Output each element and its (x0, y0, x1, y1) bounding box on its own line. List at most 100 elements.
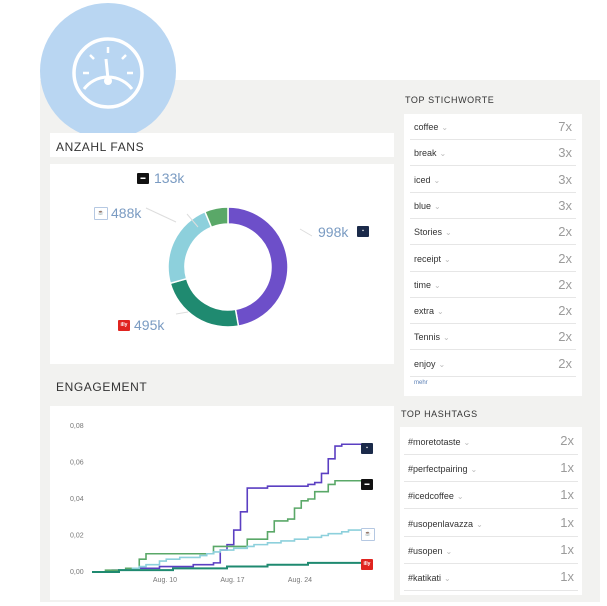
keyword-count: 2x (558, 224, 572, 240)
chevron-down-icon[interactable]: ⌄ (445, 546, 453, 556)
hashtag-count: 2x (560, 433, 574, 448)
hashtag-count: 1x (560, 541, 574, 557)
hashtag-text: #icedcoffee (408, 491, 454, 502)
hashtag-row[interactable]: #katikati ⌄ 1x (404, 565, 578, 591)
gauge-badge (40, 3, 176, 139)
fans-card: 998k ▪ 495k illy 488k ☕ 133k ▬ (50, 164, 394, 364)
hashtag-text: #usopen (408, 545, 443, 556)
x-tick-label: Aug. 17 (220, 577, 244, 584)
y-tick-label: 0,00 (70, 569, 84, 576)
keyword-count: 2x (558, 250, 572, 266)
chevron-down-icon[interactable]: ⌄ (433, 175, 441, 185)
hashtag-text: #moretotaste (408, 437, 461, 447)
donut-slice-dallmayr[interactable] (167, 210, 213, 285)
chevron-down-icon[interactable]: ⌄ (444, 254, 451, 264)
hashtag-count: 1x (560, 514, 574, 530)
y-tick-label: 0,04 (70, 496, 84, 503)
keyword-row[interactable]: enjoy ⌄ 2x (410, 353, 576, 377)
dallmayr-line-icon: ☕ (361, 528, 375, 541)
nespresso-logo-icon: ▬ (137, 173, 149, 184)
keyword-count: 3x (558, 145, 572, 161)
chevron-down-icon[interactable]: ⌄ (463, 438, 471, 447)
keywords-card: coffee ⌄ 7x break ⌄ 3x iced ⌄ 3x blue ⌄ 3x Stories ⌄ 2… (404, 114, 582, 396)
tchibo-fans-value: 998k (318, 224, 349, 240)
illy-fans-value: 495k (134, 317, 165, 333)
keyword-label: extra ⌄ (414, 306, 444, 316)
keyword-text: iced (414, 174, 431, 185)
keyword-label: enjoy ⌄ (414, 359, 445, 369)
chevron-down-icon[interactable]: ⌄ (476, 519, 483, 529)
chevron-down-icon[interactable]: ⌄ (438, 359, 446, 369)
hashtag-label: #perfectpairing ⌄ (408, 464, 477, 474)
engagement-line-chart: 0,00 0,02 0,04 0,06 0,08 Aug. 10 Aug. 17 Aug. 2… (70, 423, 362, 584)
chevron-down-icon[interactable]: ⌄ (470, 465, 478, 475)
donut-slice-nespresso[interactable] (203, 206, 229, 229)
keyword-text: time (414, 279, 432, 290)
keyword-row[interactable]: receipt ⌄ 2x (410, 248, 576, 272)
hashtag-row[interactable]: #moretotaste ⌄ 2x (404, 429, 578, 455)
chevron-down-icon[interactable]: ⌄ (444, 574, 451, 583)
hashtag-row[interactable]: #usopenlavazza ⌄ 1x (404, 511, 578, 537)
keyword-label: Stories ⌄ (414, 227, 452, 237)
hashtag-count: 1x (560, 569, 574, 584)
keyword-row[interactable]: Stories ⌄ 2x (410, 221, 576, 246)
y-tick-label: 0,08 (70, 423, 84, 430)
illy-line-icon: illy (361, 559, 373, 570)
chevron-down-icon[interactable]: ⌄ (443, 333, 450, 343)
fans-title: ANZAHL FANS (56, 140, 145, 154)
dallmayr-fans-value: 488k (111, 205, 142, 221)
chevron-down-icon[interactable]: ⌄ (437, 307, 444, 317)
nespresso-fans-value: 133k (154, 170, 185, 186)
keyword-row[interactable]: coffee ⌄ 7x (410, 116, 576, 140)
x-tick-label: Aug. 24 (288, 577, 312, 584)
keyword-row[interactable]: break ⌄ 3x (410, 142, 576, 167)
illy-logo-icon: illy (118, 320, 130, 331)
keywords-title: TOP STICHWORTE (405, 95, 495, 105)
keyword-row[interactable]: Tennis ⌄ 2x (410, 326, 576, 351)
y-tick-label: 0,06 (70, 460, 84, 467)
tchibo-line-icon: ▪ (361, 443, 373, 454)
keyword-row[interactable]: extra ⌄ 2x (410, 300, 576, 325)
y-tick-label: 0,02 (70, 533, 84, 540)
engagement-title: ENGAGEMENT (56, 380, 148, 394)
donut-slice-tchibo[interactable] (227, 206, 289, 327)
more-link[interactable]: mehr (414, 380, 428, 386)
hashtags-title: TOP HASHTAGS (401, 409, 478, 419)
keyword-count: 2x (558, 276, 572, 292)
hashtag-label: #moretotaste ⌄ (408, 437, 470, 447)
keyword-count: 3x (558, 197, 572, 213)
chevron-down-icon[interactable]: ⌄ (441, 123, 449, 132)
hashtags-card: #moretotaste ⌄ 2x #perfectpairing ⌄ 1x #icedco… (400, 427, 582, 595)
series-line-3 (92, 561, 362, 573)
fans-donut-chart (145, 206, 313, 328)
chevron-down-icon[interactable]: ⌄ (445, 228, 452, 238)
hashtag-row[interactable]: #icedcoffee ⌄ 1x (404, 483, 578, 510)
series-line-2 (92, 529, 362, 573)
hashtag-row[interactable]: #usopen ⌄ 1x (404, 538, 578, 564)
nespresso-line-icon: ▬ (361, 479, 373, 490)
donut-slice-illy[interactable] (169, 277, 240, 328)
keyword-text: enjoy (414, 358, 436, 369)
chevron-down-icon[interactable]: ⌄ (434, 201, 441, 211)
keyword-row[interactable]: iced ⌄ 3x (410, 169, 576, 193)
keyword-label: iced ⌄ (414, 175, 440, 185)
keyword-count: 2x (558, 329, 572, 345)
keyword-text: coffee (414, 122, 439, 132)
fans-title-bar (50, 133, 394, 157)
chevron-down-icon[interactable]: ⌄ (456, 492, 464, 502)
keyword-row[interactable]: time ⌄ 2x (410, 274, 576, 298)
keyword-text: extra (414, 306, 435, 317)
hashtag-row[interactable]: #perfectpairing ⌄ 1x (404, 456, 578, 483)
keyword-label: break ⌄ (414, 148, 446, 158)
series-line-1 (92, 479, 362, 573)
speedometer-icon (72, 37, 144, 109)
chevron-down-icon[interactable]: ⌄ (434, 280, 441, 290)
keyword-count: 7x (558, 119, 572, 134)
hashtag-label: #katikati ⌄ (408, 573, 451, 583)
dallmayr-logo-icon: ☕ (94, 207, 108, 220)
keyword-row[interactable]: blue ⌄ 3x (410, 195, 576, 219)
hashtag-text: #perfectpairing (408, 464, 468, 475)
chevron-down-icon[interactable]: ⌄ (439, 149, 447, 159)
keyword-text: break (414, 148, 437, 159)
keyword-count: 2x (558, 355, 572, 371)
